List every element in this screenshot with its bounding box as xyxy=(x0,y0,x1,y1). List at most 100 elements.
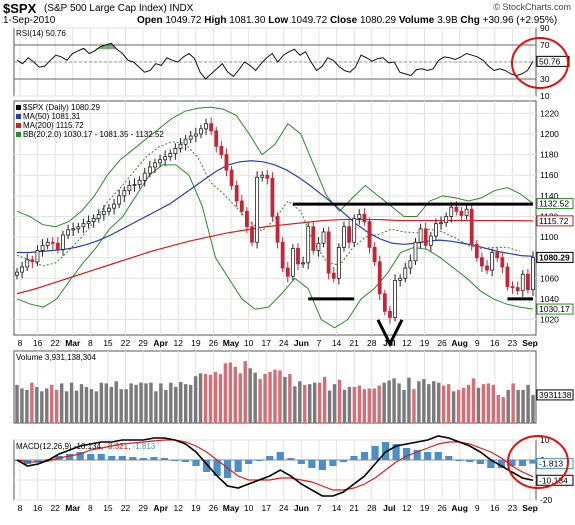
volume-bar xyxy=(213,371,218,423)
price-legend-label: MA(50) 1081.31 xyxy=(23,112,81,121)
candle-body xyxy=(398,277,403,281)
close-value-box xyxy=(536,251,574,263)
volume-bar xyxy=(382,382,386,423)
volume-bar xyxy=(352,387,357,423)
candle-body xyxy=(352,218,357,243)
volume-bar xyxy=(134,384,138,423)
macd-histogram-bar xyxy=(202,460,211,472)
volume-bar xyxy=(417,381,421,423)
candle-body xyxy=(244,210,249,228)
macd-histogram-bar xyxy=(518,460,527,466)
volume-bar xyxy=(248,368,252,423)
macd-histogram-bar xyxy=(445,456,453,460)
price-tick-label: 1200 xyxy=(540,129,559,139)
price-x-tick-label: 17 xyxy=(261,338,271,348)
candle-body xyxy=(20,266,25,273)
macd-x-tick-label: 15 xyxy=(103,503,113,513)
rsi-title: RSI(14) 50.76 xyxy=(16,29,66,38)
candle-body xyxy=(112,203,116,209)
candle-body xyxy=(342,226,346,248)
volume-bar xyxy=(218,374,223,423)
volume-bar xyxy=(94,391,99,423)
volume-bar xyxy=(402,389,406,423)
candle-body xyxy=(81,223,86,228)
ma200-value-box xyxy=(536,215,574,227)
candle-body xyxy=(76,226,81,230)
price-tick-label: 1040 xyxy=(540,294,559,304)
candle-body xyxy=(40,244,45,251)
macd-x-tick-label: 16 xyxy=(33,503,43,513)
volume-bar xyxy=(367,388,371,423)
macd-x-tick-label: 19 xyxy=(191,503,201,513)
bb-upper-value-box-label: 1132.52 xyxy=(539,199,569,209)
volume-bar xyxy=(293,386,297,423)
macd-histogram-bar xyxy=(287,458,295,460)
price-x-tick-label: 12 xyxy=(174,338,184,348)
volume-bar xyxy=(198,373,203,423)
price-x-tick-label: 22 xyxy=(121,338,131,348)
price-x-tick-label: 26 xyxy=(437,338,447,348)
volume-bar xyxy=(169,382,173,423)
candle-body xyxy=(316,242,321,251)
volume-bar xyxy=(69,382,74,423)
candle-body xyxy=(377,261,382,295)
macd-title-part: , xyxy=(128,442,132,451)
macd-histogram-bar xyxy=(66,454,74,460)
legend-swatch xyxy=(16,105,21,110)
candle-body xyxy=(382,293,387,312)
volume-value: 3.9B xyxy=(437,15,458,26)
volume-value-box xyxy=(536,389,574,401)
ticker-symbol: $SPX xyxy=(3,1,37,16)
volume-bar xyxy=(59,383,64,423)
volume-bar xyxy=(74,390,79,423)
volume-bar xyxy=(119,389,123,423)
candle-body xyxy=(204,123,208,130)
price-x-tick-label: May xyxy=(223,338,240,348)
candle-body xyxy=(219,145,224,156)
price-legend-label: MA(200) 1115.72 xyxy=(23,121,84,130)
macd-histogram-bar xyxy=(392,444,400,460)
volume-bar xyxy=(446,384,451,423)
ma50-line xyxy=(17,160,534,257)
macd-x-tick-label: 16 xyxy=(490,503,500,513)
macd-histogram-bar xyxy=(276,452,284,460)
macd-histogram-bar xyxy=(34,460,42,462)
volume-bar xyxy=(45,388,49,423)
macd-histogram-bar xyxy=(403,448,411,460)
open-label: Open xyxy=(137,15,163,26)
macd-histogram-bar xyxy=(139,458,147,460)
candle-body xyxy=(234,185,239,202)
macd-x-tick-label: Jun xyxy=(294,503,309,513)
macd-histogram-bar xyxy=(350,456,358,460)
rsi-tick-label: 90 xyxy=(540,23,550,33)
candle-body xyxy=(326,231,331,274)
volume-bar xyxy=(298,381,302,423)
candle-body xyxy=(428,235,433,246)
candle-body xyxy=(495,252,500,259)
price-tick-label: 1140 xyxy=(540,191,559,201)
macd-histogram-bar xyxy=(266,456,274,460)
volume-bar xyxy=(327,390,332,423)
price-x-tick-label: 8 xyxy=(18,338,23,348)
candle-body xyxy=(275,216,280,243)
candle-body xyxy=(510,286,515,288)
candle-body xyxy=(336,246,341,279)
price-x-tick-label: 22 xyxy=(50,338,60,348)
candle-body xyxy=(265,174,270,179)
candle-body xyxy=(101,210,106,215)
rsi-line xyxy=(16,42,534,80)
macd-x-tick-label: 28 xyxy=(367,503,377,513)
candle-body xyxy=(270,177,275,217)
macd-histogram-bar xyxy=(508,460,516,466)
volume-bar xyxy=(347,387,352,423)
macd-histogram-bar xyxy=(245,460,253,464)
volume-bar xyxy=(208,374,213,423)
candle-body xyxy=(25,259,30,268)
price-x-tick-label: 12 xyxy=(402,338,412,348)
macd-x-tick-label: Sep xyxy=(522,503,538,513)
candle-body xyxy=(347,226,351,243)
candle-body xyxy=(331,272,336,279)
macd-panel-frame xyxy=(13,439,537,501)
macd-x-tick-label: 19 xyxy=(420,503,430,513)
rsi-overbought-fill xyxy=(100,45,106,50)
